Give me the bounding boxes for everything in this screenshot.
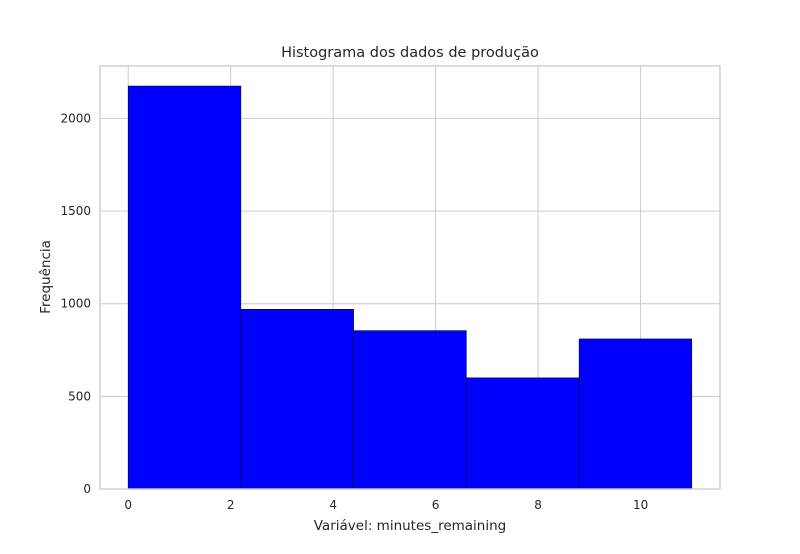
y-ticks-layer: 0 500 1000 1500 2000 [60, 111, 91, 496]
x-tick-label-10: 10 [633, 498, 648, 512]
x-tick-label-6: 6 [432, 498, 440, 512]
histogram-bar-3 [353, 330, 467, 490]
y-tick-label-1000: 1000 [60, 297, 91, 311]
x-tick-label-2: 2 [227, 498, 235, 512]
histogram-bar-1 [127, 85, 242, 490]
y-tick-label-2000: 2000 [60, 111, 91, 125]
y-tick-label-0: 0 [83, 482, 91, 496]
x-tick-label-8: 8 [534, 498, 542, 512]
x-axis-label: Variável: minutes_remaining [314, 518, 506, 534]
y-tick-label-500: 500 [68, 389, 91, 403]
plot-frame [99, 65, 721, 490]
chart-title: Histograma dos dados de produção [281, 45, 539, 61]
histogram-bar-4 [466, 377, 580, 490]
y-axis-label: Frequência [38, 240, 54, 314]
histogram-bar-2 [240, 309, 354, 490]
x-tick-label-4: 4 [329, 498, 337, 512]
bars-layer [127, 85, 693, 490]
histogram-bar-5 [578, 338, 693, 490]
x-tick-label-0: 0 [124, 498, 132, 512]
y-tick-label-1500: 1500 [60, 204, 91, 218]
x-ticks-layer: 0 2 4 6 8 10 [124, 498, 648, 512]
